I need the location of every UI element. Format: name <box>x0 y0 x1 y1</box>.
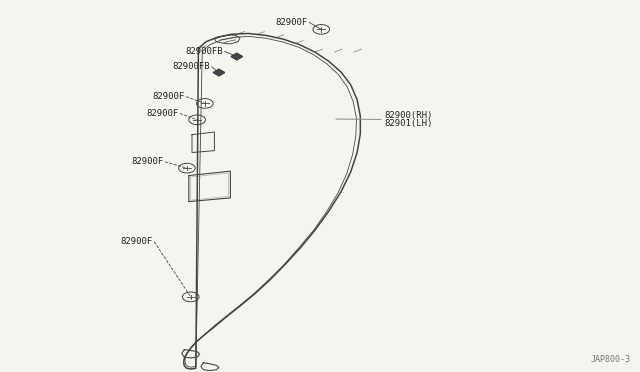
Text: 82900F: 82900F <box>146 109 178 118</box>
Text: 82900FB: 82900FB <box>173 62 211 71</box>
Text: 82900FB: 82900FB <box>186 47 223 56</box>
Text: 82900F: 82900F <box>275 18 307 27</box>
Text: 82900F: 82900F <box>120 237 152 246</box>
Polygon shape <box>231 53 243 60</box>
Text: 82900(RH): 82900(RH) <box>384 111 433 120</box>
Text: JAP800-3: JAP800-3 <box>590 355 630 364</box>
Text: 82900F: 82900F <box>131 157 163 166</box>
Text: 82901(LH): 82901(LH) <box>384 119 433 128</box>
Polygon shape <box>213 69 225 76</box>
Text: 82900F: 82900F <box>152 92 184 101</box>
